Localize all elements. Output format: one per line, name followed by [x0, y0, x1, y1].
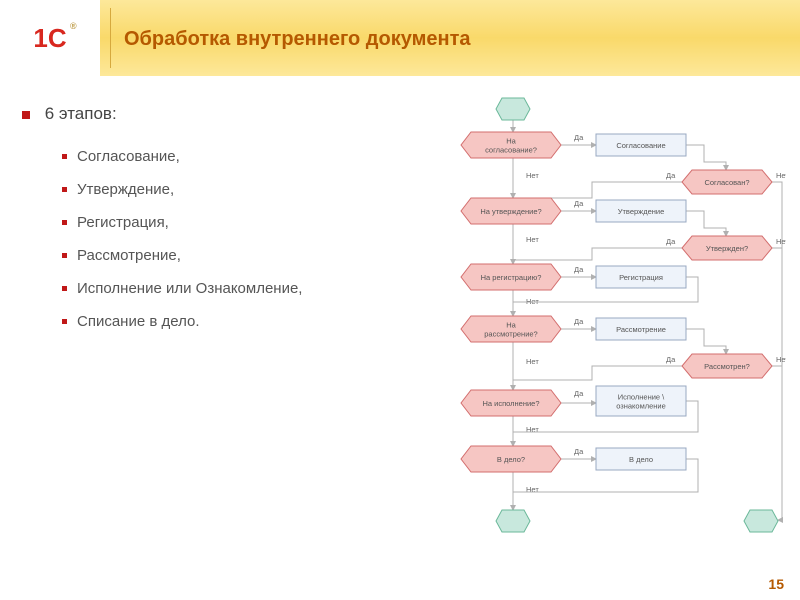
- bullet-dot-icon: [62, 220, 67, 225]
- svg-text:Да: Да: [666, 171, 676, 180]
- svg-text:Утвержден?: Утвержден?: [706, 244, 748, 253]
- stages-heading-text: 6 этапов:: [45, 104, 117, 123]
- list-item-label: Рассмотрение,: [77, 247, 181, 264]
- page-number: 15: [768, 576, 784, 592]
- slide-title: Обработка внутреннего документа: [124, 28, 471, 51]
- bullet-dot-icon: [62, 187, 67, 192]
- list-item: Списание в дело.: [62, 313, 302, 330]
- list-item: Утверждение,: [62, 181, 302, 198]
- svg-text:Нет: Нет: [776, 355, 786, 364]
- logo-1c: 1С ®: [33, 23, 66, 54]
- list-item: Регистрация,: [62, 214, 302, 231]
- svg-text:Нет: Нет: [776, 171, 786, 180]
- svg-text:Нет: Нет: [526, 171, 539, 180]
- list-item-label: Регистрация,: [77, 214, 169, 231]
- svg-text:Регистрация: Регистрация: [619, 273, 663, 282]
- list-item-label: Списание в дело.: [77, 313, 200, 330]
- svg-text:Нет: Нет: [526, 235, 539, 244]
- svg-text:В дело?: В дело?: [497, 455, 525, 464]
- stages-heading: 6 этапов:: [22, 104, 117, 124]
- slide-content: 6 этапов: Согласование, Утверждение, Регис…: [0, 90, 800, 580]
- svg-text:На исполнение?: На исполнение?: [482, 399, 539, 408]
- svg-text:Да: Да: [574, 317, 584, 326]
- list-item-label: Согласование,: [77, 148, 180, 165]
- svg-text:Согласование: Согласование: [616, 141, 665, 150]
- svg-text:На утверждение?: На утверждение?: [480, 207, 541, 216]
- flowchart-svg: Да Нет Да Нет Да Нет Да Нет Да Нет Да Нет Да Нет Да Нет…: [366, 90, 786, 570]
- svg-text:согласование?: согласование?: [485, 146, 537, 155]
- svg-text:Нет: Нет: [526, 357, 539, 366]
- svg-text:Да: Да: [666, 355, 676, 364]
- list-item: Исполнение или Ознакомление,: [62, 280, 302, 297]
- bullet-dot-icon: [62, 319, 67, 324]
- bullet-dot-icon: [62, 154, 67, 159]
- svg-text:На: На: [506, 321, 516, 330]
- logo-reg-icon: ®: [70, 21, 77, 31]
- flowchart: Да Нет Да Нет Да Нет Да Нет Да Нет Да Нет Да Нет Да Нет…: [366, 90, 786, 570]
- svg-text:Да: Да: [574, 199, 584, 208]
- list-item: Согласование,: [62, 148, 302, 165]
- svg-text:В дело: В дело: [629, 455, 653, 464]
- header-banner: 1С ® Обработка внутреннего документа: [0, 0, 800, 76]
- svg-text:Да: Да: [574, 447, 584, 456]
- logo-text: 1С: [33, 23, 66, 53]
- svg-text:рассмотрение?: рассмотрение?: [484, 330, 537, 339]
- svg-text:На: На: [506, 137, 516, 146]
- list-item: Рассмотрение,: [62, 247, 302, 264]
- svg-text:На регистрацию?: На регистрацию?: [481, 273, 542, 282]
- logo-area: 1С ®: [0, 0, 100, 76]
- svg-text:Нет: Нет: [776, 237, 786, 246]
- svg-text:Исполнение \: Исполнение \: [618, 393, 665, 402]
- svg-text:Да: Да: [574, 133, 584, 142]
- svg-text:Да: Да: [666, 237, 676, 246]
- svg-text:Нет: Нет: [526, 485, 539, 494]
- svg-text:Да: Да: [574, 389, 584, 398]
- list-item-label: Исполнение или Ознакомление,: [77, 280, 302, 297]
- svg-text:Да: Да: [574, 265, 584, 274]
- bullet-dot-icon: [62, 286, 67, 291]
- svg-text:Согласован?: Согласован?: [704, 178, 749, 187]
- stages-list: Согласование, Утверждение, Регистрация, Рас…: [62, 148, 302, 346]
- svg-text:Утверждение: Утверждение: [618, 207, 665, 216]
- svg-text:Нет: Нет: [526, 425, 539, 434]
- header-divider: [110, 8, 111, 68]
- bullet-square-icon: [22, 111, 30, 119]
- svg-text:Рассмотрен?: Рассмотрен?: [704, 362, 750, 371]
- bullet-dot-icon: [62, 253, 67, 258]
- svg-text:Рассмотрение: Рассмотрение: [616, 325, 666, 334]
- list-item-label: Утверждение,: [77, 181, 174, 198]
- svg-text:ознакомление: ознакомление: [616, 402, 666, 411]
